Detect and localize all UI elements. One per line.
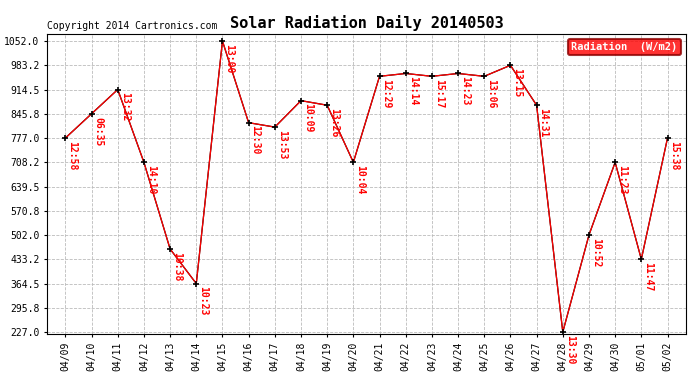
- Text: 14:10: 14:10: [146, 165, 156, 195]
- Text: 14:14: 14:14: [408, 76, 417, 106]
- Text: 15:17: 15:17: [434, 79, 444, 108]
- Text: 14:23: 14:23: [460, 76, 470, 106]
- Text: 12:30: 12:30: [250, 126, 261, 155]
- Text: 12:58: 12:58: [68, 141, 77, 170]
- Title: Solar Radiation Daily 20140503: Solar Radiation Daily 20140503: [230, 15, 503, 32]
- Legend: Radiation  (W/m2): Radiation (W/m2): [568, 39, 680, 56]
- Text: 10:52: 10:52: [591, 238, 601, 267]
- Text: 13:26: 13:26: [329, 108, 339, 137]
- Text: 10:38: 10:38: [172, 252, 182, 281]
- Text: 10:23: 10:23: [198, 286, 208, 316]
- Text: Copyright 2014 Cartronics.com: Copyright 2014 Cartronics.com: [47, 21, 217, 31]
- Text: 13:00: 13:00: [224, 44, 235, 73]
- Text: 11:23: 11:23: [617, 165, 627, 195]
- Text: 11:47: 11:47: [643, 262, 653, 291]
- Text: 10:04: 10:04: [355, 165, 365, 195]
- Text: 12:29: 12:29: [382, 79, 391, 108]
- Text: 13:06: 13:06: [486, 79, 496, 108]
- Text: 13:15: 13:15: [513, 68, 522, 98]
- Text: 13:30: 13:30: [564, 335, 575, 364]
- Text: 15:38: 15:38: [669, 141, 680, 170]
- Text: 14:31: 14:31: [539, 108, 549, 137]
- Text: 06:35: 06:35: [94, 117, 104, 146]
- Text: 13:53: 13:53: [277, 130, 287, 159]
- Text: 10:09: 10:09: [303, 104, 313, 133]
- Text: 13:32: 13:32: [119, 92, 130, 122]
